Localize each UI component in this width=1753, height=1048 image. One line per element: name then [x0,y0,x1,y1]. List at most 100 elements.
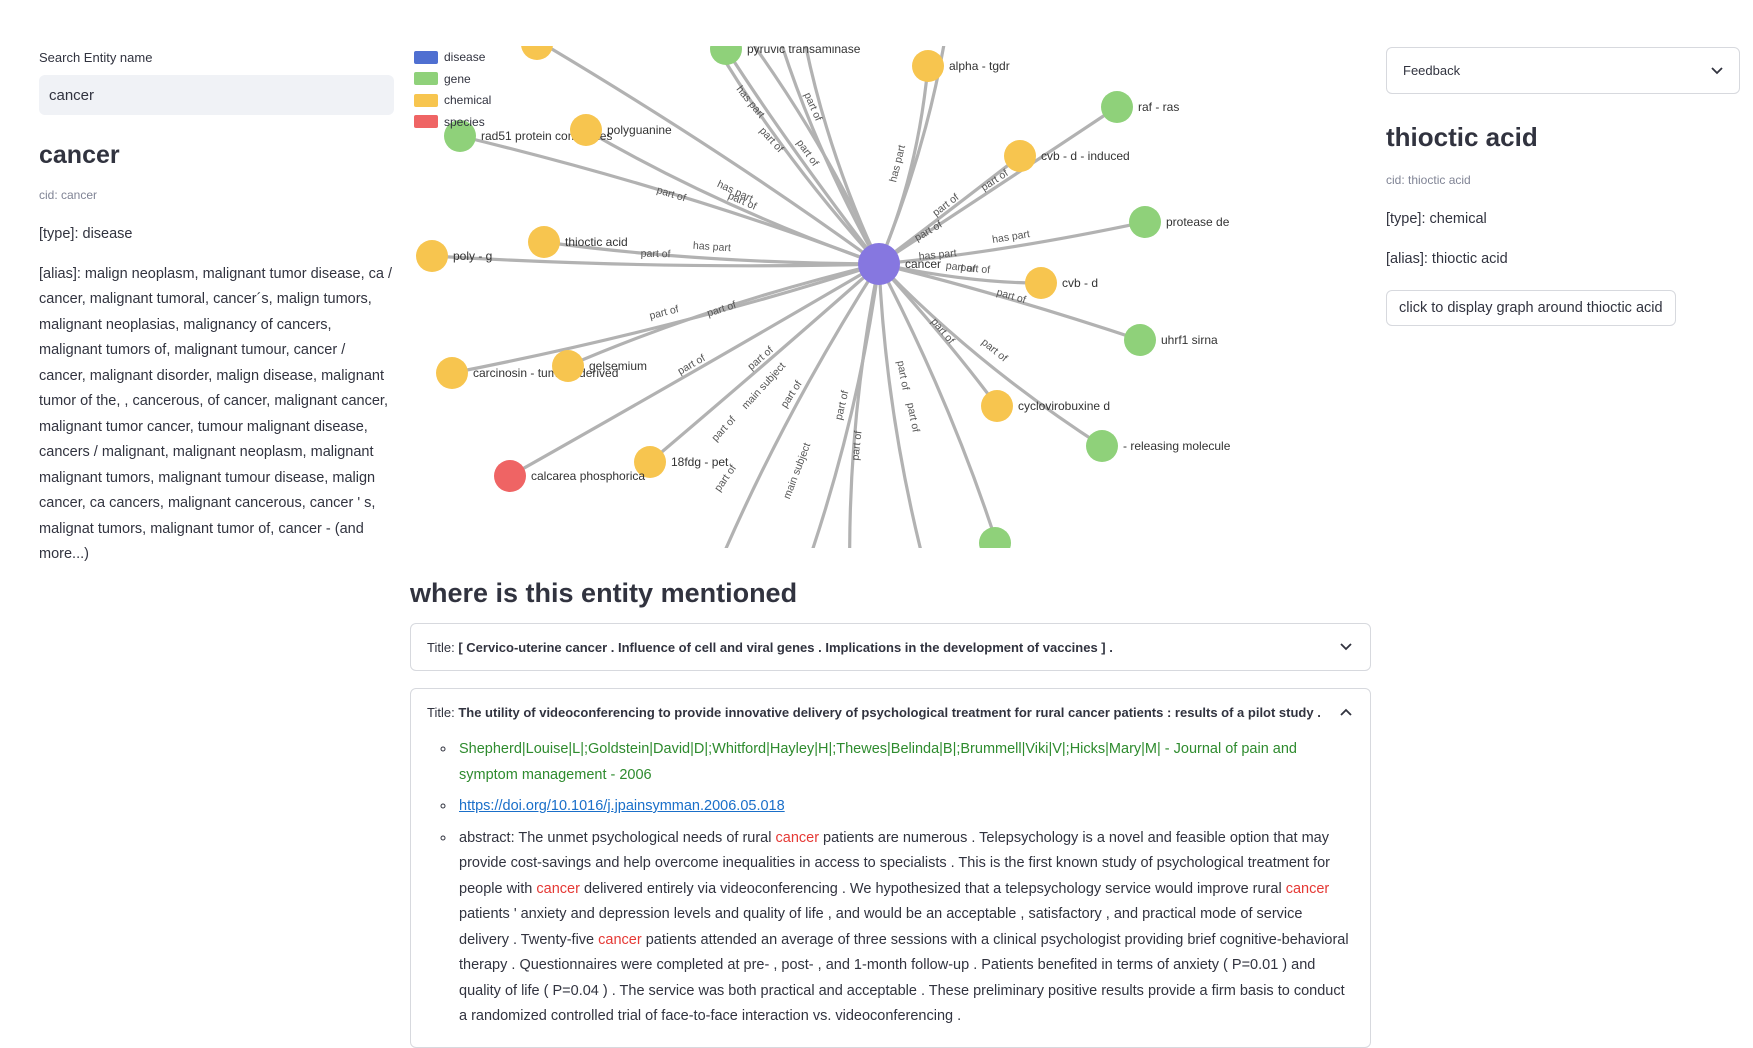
selected-entity-title: thioctic acid [1386,122,1538,152]
select-value: Feedback [1403,63,1461,78]
selected-entity-alias: [alias]: thioctic acid [1386,250,1508,267]
expander-title: Title: [ Cervico-uterine cancer . Influe… [427,640,1113,655]
abstract-highlight: cancer [598,931,642,948]
mention-expander-expanded[interactable]: Title: The utility of videoconferencing … [410,688,1371,1048]
graph-edge [878,154,1023,266]
legend-label: species [444,114,485,129]
edge-label: part of [913,219,945,244]
graph-edge [583,128,880,266]
graph-edge [804,46,881,265]
graph-node-chemical[interactable]: gelsemium [552,350,647,382]
mention-title: [ Cervico-uterine cancer . Influence of … [458,639,1113,655]
graph-edge [878,216,1149,266]
abstract-highlight: cancer [536,880,580,897]
entity-alias: [alias]: malign neoplasm, malignant tumo… [39,265,393,563]
graph-edge [877,262,1105,448]
list-item: https://doi.org/10.1016/j.jpainsymman.20… [456,794,1370,820]
abstract-part: delivered entirely via videoconferencing… [579,880,1286,897]
edge-label: part of [904,402,922,434]
edge-label: part of [960,262,991,276]
entity-title: cancer [39,141,120,169]
abstract-text: abstract: The unmet psychological needs … [459,830,1349,1025]
graph-node-gene[interactable] [979,527,1011,548]
abstract-part: patients ' anxiety and depression levels… [459,906,1303,948]
legend-swatch [414,115,438,128]
chevron-up-icon[interactable] [1338,704,1354,720]
node-label: cvb - d [1062,276,1098,290]
graph-edge [877,263,922,548]
node-label: uhrf1 sirna [1161,333,1218,347]
display-graph-button[interactable]: click to display graph around thioctic a… [1386,290,1676,326]
entity-graph[interactable]: part of has part part of part of has part par… [410,46,1378,548]
expander-header[interactable]: Title: The utility of videoconferencing … [411,689,1370,735]
expander-body: Shepherd|Louise|L|;Goldstein|David|D|;Wh… [411,737,1370,1030]
graph-node-chemical[interactable]: alpha - tgdr [912,50,1010,82]
graph-node-chemical[interactable]: cyclovirobuxine d [981,390,1110,422]
node-label: protease de [1166,215,1230,229]
edge-label: part of [928,316,956,347]
graph-edge [724,46,881,265]
edge-label: has part [693,240,732,254]
graph-node-gene[interactable]: raf - ras [1101,91,1179,123]
node-label: raf - ras [1138,100,1179,114]
entity-sidebar: Search Entity name cancer cid: cancer [t… [39,44,394,582]
graph-node-chemical[interactable] [521,46,553,60]
mention-expander-collapsed[interactable]: Title: [ Cervico-uterine cancer . Influe… [410,623,1371,671]
abstract-highlight: cancer [775,829,820,846]
entity-cid: cid: cancer [39,188,98,202]
graph-edge [724,263,881,548]
feedback-select[interactable]: Feedback [1386,47,1740,94]
graph-edge [714,46,881,266]
legend-item-disease: disease [414,50,485,64]
graph-node-chemical[interactable]: polyguanine [570,114,672,146]
edge-label: part of [709,414,738,444]
legend-swatch [414,50,438,64]
graph-node-center[interactable]: cancer [858,243,941,285]
graph-edge [540,235,880,266]
graph-edge [811,263,881,548]
legend-label: disease [444,50,486,64]
node-label: 18fdg - pet [671,455,729,469]
edge-label: has part [918,247,957,263]
graph-edge [565,262,880,369]
title-prefix: Title: [427,639,455,655]
legend-item-gene: gene [414,72,471,86]
edge-label: part of [641,248,671,261]
node-label: alpha - tgdr [949,59,1010,73]
node-label: cancer [905,257,941,271]
graph-node-gene[interactable]: - releasing molecule [1086,430,1231,462]
edge-label: part of [655,184,687,204]
edge-label: part of [706,299,738,320]
graph-edge [428,248,880,268]
graph-node-chemical[interactable]: 18fdg - pet [634,446,729,478]
selected-entity-type: [type]: chemical [1386,211,1487,227]
doi-link[interactable]: https://doi.org/10.1016/j.jpainsymman.20… [459,798,785,814]
graph-node-gene[interactable]: protease de [1129,206,1230,238]
abstract-part: abstract: The unmet psychological needs … [459,829,776,846]
edge-label: has part [887,144,908,184]
node-label: calcarea phosphorica [531,469,645,483]
selected-entity-cid: cid: thioctic acid [1386,173,1471,187]
graph-node-species[interactable]: calcarea phosphorica [494,460,645,492]
expander-title: Title: The utility of videoconferencing … [427,705,1321,720]
chevron-down-icon[interactable] [1338,639,1354,655]
graph-node-chemical[interactable]: poly - g [416,240,492,272]
node-label: polyguanine [607,123,672,137]
graph-edge [878,262,1144,344]
abstract-part: patients attended an average of three se… [459,931,1349,1025]
edge-label: part of [850,430,865,461]
graph-node-chemical[interactable]: cvb - d [1025,267,1098,299]
graph-node-gene[interactable]: uhrf1 sirna [1124,324,1218,356]
search-label: Search Entity name [39,50,153,65]
legend-swatch [414,72,438,85]
graph-edge [507,262,880,478]
graph-node-chemical[interactable]: cvb - d - induced [1004,140,1130,172]
edge-label: has part [991,228,1030,246]
expander-header[interactable]: Title: [ Cervico-uterine cancer . Influe… [411,624,1370,670]
chevron-down-icon[interactable] [1711,63,1723,78]
graph-node-chemical[interactable]: thioctic acid [528,226,628,258]
graph-node-gene[interactable]: pyruvic transaminase [710,46,861,65]
list-item: abstract: The unmet psychological needs … [456,826,1370,1030]
search-input[interactable] [39,75,394,115]
